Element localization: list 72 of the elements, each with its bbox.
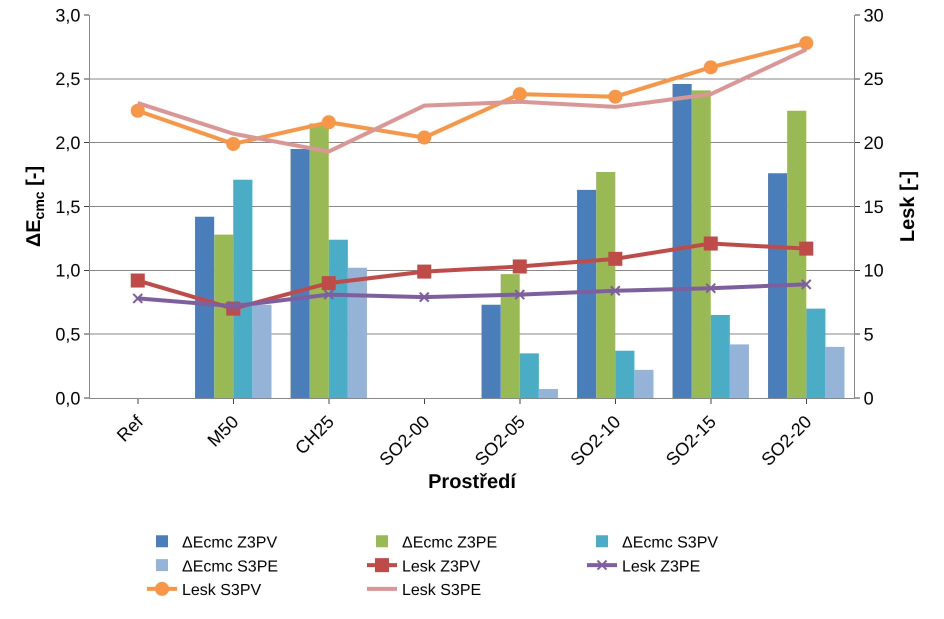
point	[608, 252, 622, 266]
y2-axis-title: Lesk [-]	[897, 170, 919, 242]
point	[323, 289, 334, 300]
legend-label: ΔEcmc S3PV	[622, 534, 718, 552]
legend-label: Lesk Z3PV	[402, 558, 481, 576]
bar	[538, 389, 558, 398]
bar	[710, 315, 730, 398]
point	[512, 87, 527, 102]
point	[705, 282, 716, 294]
legend-label: ΔEcmc S3PE	[182, 558, 278, 576]
y2-tick-label: 30	[864, 5, 884, 26]
point	[417, 264, 432, 279]
x-axis-title: Prostředí	[428, 471, 518, 494]
bar	[214, 234, 234, 398]
point	[130, 104, 145, 118]
bar	[520, 353, 539, 398]
point	[608, 90, 622, 104]
point	[417, 130, 432, 145]
y-tick-label: 1,5	[55, 196, 80, 217]
legend-label: ΔEcmc Z3PV	[182, 534, 278, 552]
bar	[768, 173, 788, 398]
bar	[328, 240, 348, 398]
bar	[730, 344, 749, 398]
bar	[634, 370, 654, 398]
point	[512, 260, 527, 274]
legend-label: Lesk Z3PE	[622, 558, 700, 576]
point	[704, 60, 718, 74]
bar	[692, 90, 711, 398]
y2-tick-label: 5	[864, 324, 874, 344]
point	[704, 236, 718, 251]
point	[130, 274, 145, 288]
point	[800, 278, 812, 290]
bar	[195, 216, 214, 398]
bar	[252, 304, 272, 398]
legend-label: Lesk S3PV	[182, 582, 262, 600]
point	[132, 292, 144, 304]
point	[799, 36, 814, 50]
y2-tick-label: 25	[864, 69, 884, 90]
y-tick-label: 3,0	[55, 5, 80, 26]
bar	[482, 304, 501, 398]
y2-tick-label: 15	[864, 196, 884, 217]
bar	[348, 268, 367, 398]
point	[226, 136, 240, 151]
y-tick-label: 0,0	[55, 388, 80, 408]
y2-tick-label: 20	[864, 132, 884, 153]
bar	[500, 274, 520, 398]
bar	[310, 124, 329, 398]
y2-tick-label: 0	[864, 388, 874, 408]
point	[228, 300, 239, 312]
point	[418, 292, 430, 303]
bar	[233, 180, 252, 398]
y-tick-label: 1,0	[55, 260, 80, 281]
point	[799, 242, 814, 256]
y2-tick-label: 10	[864, 260, 884, 281]
y-tick-label: 0,5	[55, 324, 80, 344]
bar	[290, 149, 310, 398]
point	[610, 285, 621, 296]
legend-label: ΔEcmc Z3PE	[402, 534, 498, 552]
bar	[596, 172, 616, 398]
point	[514, 289, 526, 300]
legend-label: Lesk S3PE	[402, 582, 482, 600]
x-tick-label: Ref	[112, 410, 148, 446]
bar	[825, 346, 844, 398]
y-tick-label: 2,0	[55, 132, 80, 153]
y-tick-label: 2,5	[55, 69, 80, 90]
point	[322, 115, 336, 130]
bar	[615, 350, 634, 398]
bar	[787, 110, 806, 398]
bar	[806, 308, 826, 398]
bar	[672, 84, 692, 398]
bar	[577, 190, 596, 398]
point	[322, 276, 336, 290]
